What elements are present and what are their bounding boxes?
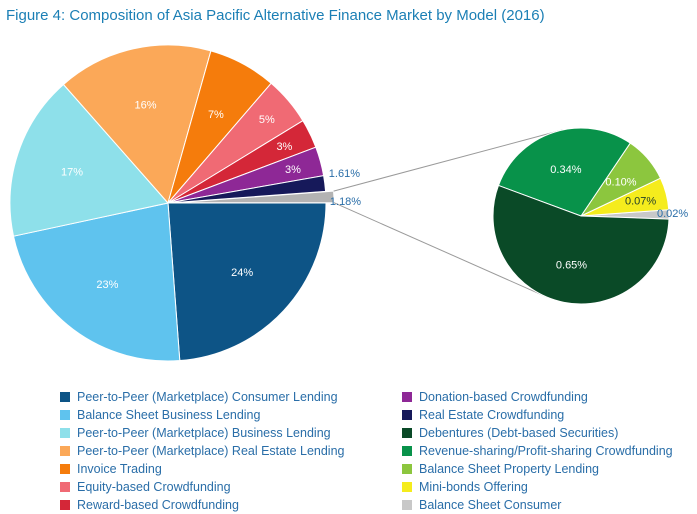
subslice-revenue-sharing-profit-sharing-crowdfunding bbox=[497, 127, 631, 217]
label-balance-sheet-consumer: 0.02% bbox=[657, 208, 688, 220]
label-peer-to-peer-marketplace-real-estate-lending: 16% bbox=[134, 99, 156, 111]
label-reward-based-crowdfunding: 3% bbox=[276, 141, 292, 153]
slice-peer-to-peer-marketplace-consumer-lending bbox=[167, 202, 327, 362]
connector-bottom bbox=[333, 202, 549, 299]
label-donation-based-crowdfunding: 3% bbox=[285, 164, 301, 176]
slice-labels: 24% 23% 17% 16% 7% 5% 3% 3% 1.61% 1.18% 0.02%0.07%… bbox=[61, 99, 688, 291]
slice-balance-sheet-business-lending bbox=[12, 202, 181, 362]
chart-title: Figure 4: Composition of Asia Pacific Al… bbox=[6, 7, 545, 24]
label-equity-based-crowdfunding: 5% bbox=[259, 114, 275, 126]
label-balance-sheet-business-lending: 23% bbox=[96, 279, 118, 291]
label-revenue-sharing-profit-sharing-crowdfunding: 0.34% bbox=[550, 164, 581, 176]
label-real-estate-crowdfunding: 1.61% bbox=[329, 168, 360, 180]
subslice-debentures-debt-based-securities bbox=[492, 184, 670, 305]
main-pie bbox=[9, 44, 335, 362]
slice-peer-to-peer-marketplace-real-estate-lending bbox=[62, 44, 212, 205]
label-invoice-trading: 7% bbox=[208, 109, 224, 121]
sub-pie bbox=[492, 127, 670, 305]
slice-other-exploded bbox=[175, 190, 335, 204]
label-debentures-debt-based-securities: 0.65% bbox=[556, 259, 587, 271]
label-other-exploded: 1.18% bbox=[330, 196, 361, 208]
connector-lines bbox=[333, 129, 563, 299]
label-balance-sheet-property-lending: 0.10% bbox=[605, 177, 636, 189]
connector-top bbox=[333, 129, 563, 192]
label-peer-to-peer-marketplace-consumer-lending: 24% bbox=[231, 267, 253, 279]
label-mini-bonds-offering: 0.07% bbox=[625, 195, 656, 207]
label-peer-to-peer-marketplace-business-lending: 17% bbox=[61, 166, 83, 178]
slice-peer-to-peer-marketplace-business-lending bbox=[9, 83, 169, 237]
